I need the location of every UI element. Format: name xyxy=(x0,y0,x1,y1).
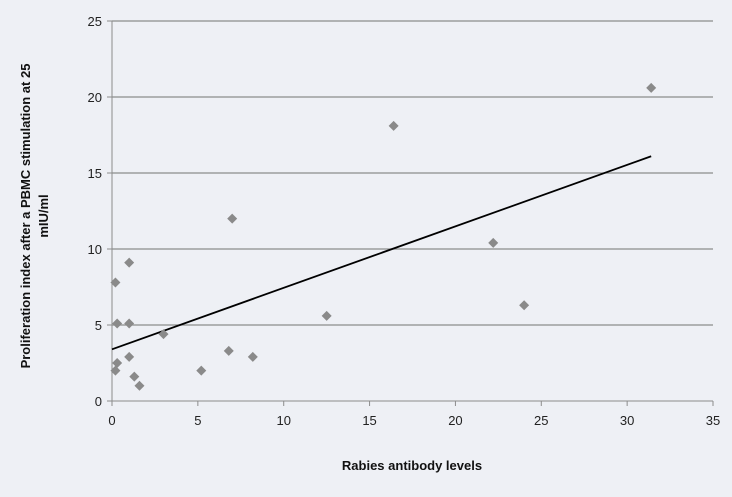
y-tick-label: 10 xyxy=(88,242,102,257)
x-tick-label: 5 xyxy=(194,413,201,428)
y-tick-label: 20 xyxy=(88,90,102,105)
data-point xyxy=(134,380,145,391)
gridlines xyxy=(112,20,713,326)
x-tick-label: 0 xyxy=(108,413,115,428)
x-tick-label: 10 xyxy=(276,413,290,428)
data-point xyxy=(227,213,238,224)
data-point xyxy=(488,237,499,248)
y-axis-title-line-1: Proliferation index after a PBMC stimula… xyxy=(18,64,33,369)
x-tick-label: 35 xyxy=(706,413,720,428)
x-tick-labels: 0 5 10 15 20 25 30 35 xyxy=(108,413,720,428)
y-tick-label: 0 xyxy=(95,394,102,409)
data-point xyxy=(124,318,135,329)
x-axis-title: Rabies antibody levels xyxy=(342,458,482,473)
x-tick-label: 20 xyxy=(448,413,462,428)
data-point xyxy=(646,82,657,93)
y-tick-label: 15 xyxy=(88,166,102,181)
data-point xyxy=(247,351,258,362)
y-tick-label: 5 xyxy=(95,318,102,333)
data-point xyxy=(158,329,169,340)
data-point xyxy=(110,365,121,376)
data-point xyxy=(196,365,207,376)
data-point xyxy=(388,120,399,131)
trendline xyxy=(111,155,652,351)
data-point xyxy=(129,371,140,382)
x-tick-label: 30 xyxy=(620,413,634,428)
data-point xyxy=(223,345,234,356)
y-axis-title-line-2: mIU/ml xyxy=(36,194,51,237)
x-tick-label: 15 xyxy=(362,413,376,428)
x-tick-label: 25 xyxy=(534,413,548,428)
y-tick-labels: 0 5 10 15 20 25 xyxy=(88,14,102,409)
data-point xyxy=(112,358,123,368)
y-tick-label: 25 xyxy=(88,14,102,29)
data-point xyxy=(124,351,135,362)
data-point xyxy=(519,300,530,311)
axis-ticks xyxy=(107,20,714,406)
data-point xyxy=(124,257,135,268)
data-point xyxy=(321,310,332,321)
data-point xyxy=(112,318,123,329)
data-points xyxy=(110,82,657,391)
data-point xyxy=(110,277,121,288)
